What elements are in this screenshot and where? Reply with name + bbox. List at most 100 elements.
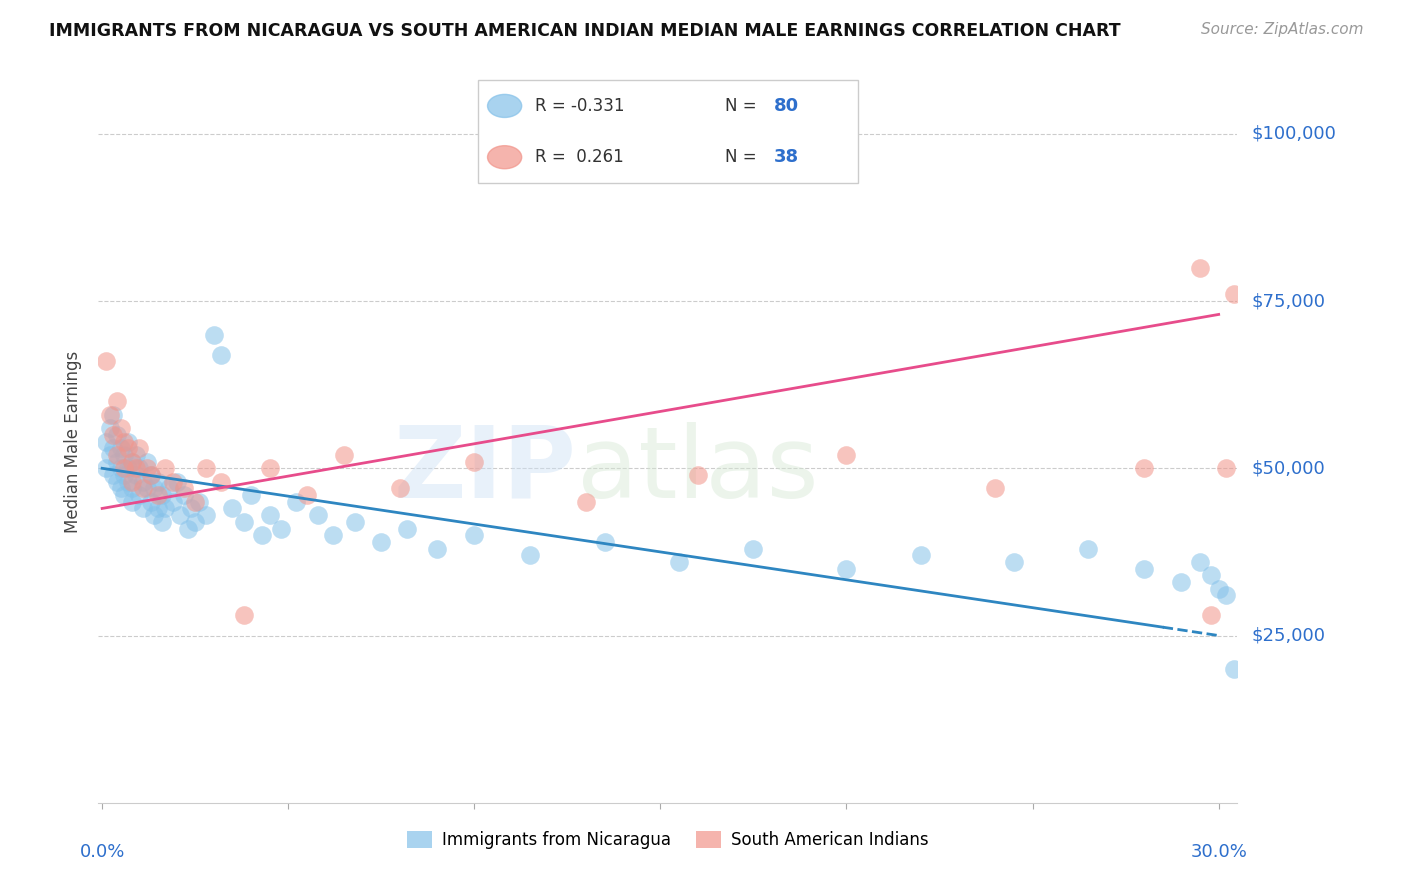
Text: $75,000: $75,000	[1251, 292, 1326, 310]
Point	[250, 528, 273, 542]
Point	[333, 448, 356, 462]
Point	[668, 555, 690, 569]
Point	[396, 521, 419, 535]
Point	[98, 421, 121, 435]
Point	[124, 448, 146, 462]
Point	[124, 461, 146, 475]
Point	[1222, 662, 1244, 676]
Point	[910, 548, 932, 563]
Point	[232, 515, 254, 529]
Point	[232, 608, 254, 623]
Text: 80: 80	[775, 97, 799, 115]
Point	[1170, 575, 1192, 590]
Text: atlas: atlas	[576, 422, 818, 519]
Point	[1189, 555, 1212, 569]
Point	[1199, 568, 1222, 582]
Text: R =  0.261: R = 0.261	[536, 148, 624, 166]
Point	[114, 461, 136, 475]
Y-axis label: Median Male Earnings: Median Male Earnings	[65, 351, 83, 533]
Text: ZIP: ZIP	[394, 422, 576, 519]
Text: $50,000: $50,000	[1251, 459, 1324, 477]
Point	[187, 494, 209, 508]
Point	[110, 482, 132, 496]
Point	[835, 562, 858, 576]
Point	[195, 508, 218, 523]
Point	[128, 461, 150, 475]
Point	[1133, 461, 1156, 475]
Text: 38: 38	[775, 148, 799, 166]
Point	[98, 408, 121, 422]
Point	[173, 488, 195, 502]
Point	[114, 448, 136, 462]
Point	[169, 508, 191, 523]
Point	[103, 467, 125, 482]
Point	[322, 528, 344, 542]
Point	[103, 408, 125, 422]
Point	[202, 327, 225, 342]
Point	[105, 454, 128, 469]
Point	[307, 508, 329, 523]
Point	[162, 475, 184, 489]
Point	[143, 482, 166, 496]
Point	[173, 482, 195, 496]
Point	[1222, 287, 1244, 301]
FancyBboxPatch shape	[478, 80, 858, 183]
Point	[177, 521, 200, 535]
Point	[103, 427, 125, 442]
Point	[184, 494, 207, 508]
Point	[686, 467, 709, 482]
Point	[139, 467, 162, 482]
Point	[370, 534, 392, 549]
Text: Source: ZipAtlas.com: Source: ZipAtlas.com	[1201, 22, 1364, 37]
Point	[121, 494, 143, 508]
Point	[575, 494, 598, 508]
Point	[121, 454, 143, 469]
Point	[105, 427, 128, 442]
Legend: Immigrants from Nicaragua, South American Indians: Immigrants from Nicaragua, South America…	[401, 824, 935, 856]
Point	[110, 421, 132, 435]
Point	[94, 434, 117, 449]
Point	[1215, 461, 1237, 475]
Point	[117, 434, 139, 449]
Point	[1199, 608, 1222, 623]
Point	[221, 501, 243, 516]
Point	[155, 501, 177, 516]
Point	[94, 461, 117, 475]
Point	[139, 467, 162, 482]
Point	[143, 508, 166, 523]
Point	[184, 515, 207, 529]
Point	[117, 441, 139, 455]
Point	[1215, 589, 1237, 603]
Point	[132, 501, 155, 516]
Point	[121, 482, 143, 496]
Point	[295, 488, 318, 502]
Point	[105, 448, 128, 462]
Text: R = -0.331: R = -0.331	[536, 97, 624, 115]
Point	[284, 494, 307, 508]
Point	[162, 494, 184, 508]
Point	[114, 434, 136, 449]
Circle shape	[488, 95, 522, 118]
Point	[1208, 582, 1230, 596]
Point	[105, 475, 128, 489]
Point	[103, 441, 125, 455]
Point	[150, 488, 173, 502]
Point	[132, 482, 155, 496]
Point	[105, 394, 128, 409]
Point	[117, 475, 139, 489]
Point	[135, 482, 157, 496]
Point	[166, 475, 188, 489]
Point	[135, 454, 157, 469]
Text: 30.0%: 30.0%	[1191, 843, 1247, 861]
Point	[98, 448, 121, 462]
Point	[463, 454, 485, 469]
Point	[240, 488, 263, 502]
Text: $100,000: $100,000	[1251, 125, 1336, 143]
Point	[835, 448, 858, 462]
Point	[344, 515, 367, 529]
Point	[155, 461, 177, 475]
Point	[157, 482, 180, 496]
Point	[195, 461, 218, 475]
Point	[1133, 562, 1156, 576]
Text: N =: N =	[725, 97, 762, 115]
